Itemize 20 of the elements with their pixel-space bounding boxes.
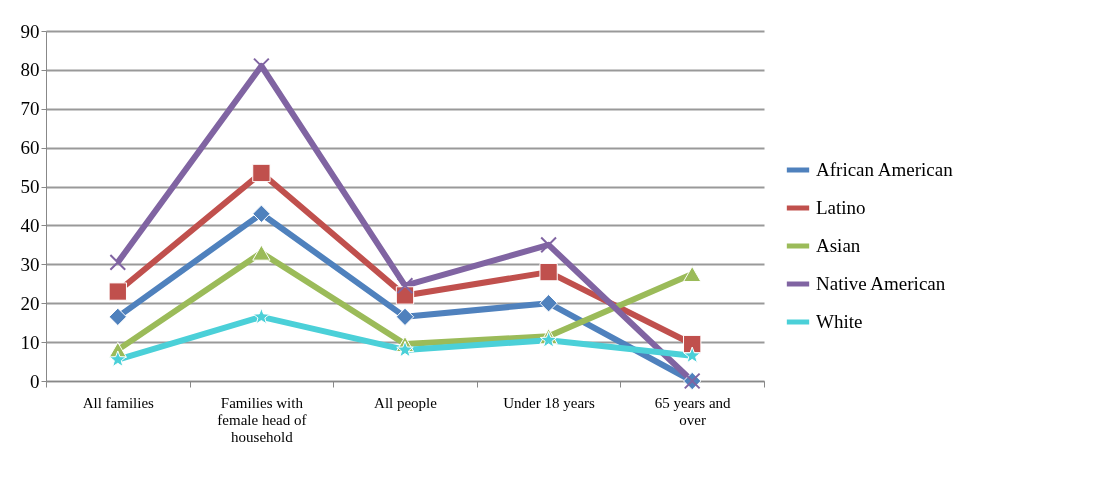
y-tick-label: 90 bbox=[20, 20, 40, 42]
legend-label: Asian bbox=[816, 235, 861, 256]
x-tick-label: All people bbox=[374, 394, 438, 411]
y-tick-label: 10 bbox=[20, 331, 40, 353]
y-tick-label: 20 bbox=[20, 292, 40, 314]
x-tick-label: All families bbox=[82, 394, 155, 411]
x-tick-label: Under 18 years bbox=[503, 394, 596, 411]
y-tick-label: 80 bbox=[20, 59, 40, 81]
x-tick-label: 65 years and over bbox=[654, 394, 732, 428]
y-tick-label: 30 bbox=[20, 253, 40, 275]
legend-label: African American bbox=[816, 159, 954, 180]
y-tick-label: 60 bbox=[20, 137, 40, 159]
x-tick-label: Families with female head of household bbox=[217, 394, 307, 445]
y-tick-label: 50 bbox=[20, 176, 40, 198]
legend-label: Native American bbox=[816, 273, 946, 294]
y-tick-label: 70 bbox=[20, 98, 40, 120]
legend-label: Latino bbox=[816, 197, 866, 218]
legend-label: White bbox=[816, 311, 863, 332]
y-tick-label: 40 bbox=[20, 214, 40, 236]
y-tick-label: 0 bbox=[30, 370, 40, 392]
